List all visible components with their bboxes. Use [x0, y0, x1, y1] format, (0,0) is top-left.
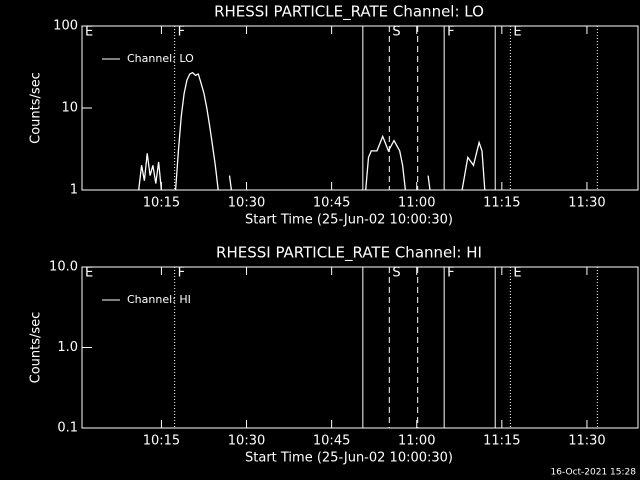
event-label: F: [178, 266, 185, 281]
y-tick-label: 1.0: [57, 340, 78, 355]
legend-label: Channel: HI: [127, 293, 191, 306]
event-label: E: [85, 266, 93, 281]
plot-frame: [81, 266, 639, 429]
x-tick-label: 11:30: [568, 434, 605, 449]
chart-title: RHESSI PARTICLE_RATE Channel: LO: [214, 3, 484, 22]
legend-label: Channel: LO: [127, 52, 194, 65]
x-tick-label: 10:15: [143, 196, 180, 211]
event-label: S: [392, 25, 400, 40]
y-tick-label: 1: [70, 183, 78, 198]
y-tick-label: 10: [61, 101, 78, 116]
event-label: F: [447, 266, 454, 281]
x-tick-label: 10:45: [313, 196, 350, 211]
data-line: [138, 71, 486, 191]
x-tick-label: 11:15: [483, 434, 520, 449]
event-label: F: [178, 25, 185, 40]
y-tick-label: 10.0: [49, 260, 78, 275]
chart-title: RHESSI PARTICLE_RATE Channel: HI: [216, 244, 482, 263]
y-axis-label: Counts/sec: [29, 72, 44, 144]
x-tick-label: 11:00: [398, 196, 435, 211]
x-tick-label: 11:15: [483, 196, 520, 211]
x-tick-label: 10:45: [313, 434, 350, 449]
y-tick-label: 0.1: [57, 421, 78, 436]
event-label: S: [392, 266, 400, 281]
x-tick-label: 10:30: [228, 434, 265, 449]
footer: 16-Oct-2021 15:28: [551, 468, 637, 478]
x-tick-label: 11:00: [398, 434, 435, 449]
event-label: E: [513, 25, 521, 40]
event-label: F: [447, 25, 454, 40]
x-axis-label: Start Time (25-Jun-02 10:00:30): [245, 213, 453, 228]
y-tick-label: 100: [53, 19, 78, 34]
event-label: E: [85, 25, 93, 40]
x-tick-label: 10:15: [143, 434, 180, 449]
x-axis-label: Start Time (25-Jun-02 10:00:30): [245, 451, 453, 466]
x-tick-label: 11:30: [568, 196, 605, 211]
plot-frame: [81, 25, 639, 191]
x-tick-label: 10:30: [228, 196, 265, 211]
event-label: E: [513, 266, 521, 281]
y-axis-label: Counts/sec: [29, 312, 44, 384]
